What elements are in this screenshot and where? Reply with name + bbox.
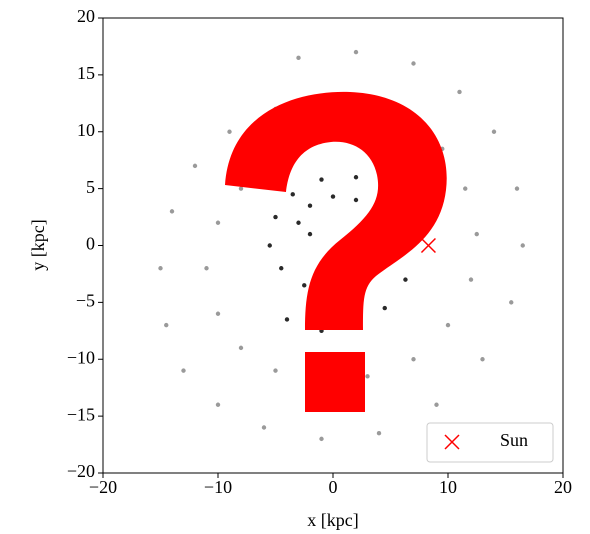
x-tick-label: −20 [89,477,117,497]
star-point [302,283,307,288]
question-mark [225,91,447,412]
star-point [434,402,439,407]
star-point [307,203,313,208]
star-point [279,266,284,271]
question-mark-dot [305,352,365,412]
star-point [520,243,525,248]
star-point [468,277,474,282]
y-tick-label: −15 [67,404,95,424]
star-point [261,425,267,430]
legend-label: Sun [500,430,528,450]
star-point [158,266,163,271]
star-point [445,322,451,328]
star-point [296,220,301,225]
star-point [319,436,324,442]
star-point [227,129,232,134]
star-point [353,197,359,203]
y-tick-label: 20 [77,6,95,26]
star-point [509,300,514,305]
y-tick-label: 10 [77,120,95,140]
y-tick-label: −20 [67,461,95,481]
legend: Sun [426,422,554,463]
star-point [284,317,290,322]
y-tick-label: 0 [86,234,95,254]
star-point [353,49,359,55]
star-point [215,311,221,316]
star-point [382,305,387,311]
star-point [319,177,324,182]
star-point [169,209,175,214]
star-point [192,163,198,169]
star-point [411,61,416,66]
question-mark-hook [225,91,447,330]
star-point [273,214,278,220]
x-tick-label: 20 [554,477,572,497]
star-point [330,194,336,199]
y-tick-label: 5 [86,177,95,197]
y-axis-label: y [kpc] [28,219,48,270]
star-point [164,322,169,328]
star-point [215,220,221,225]
star-point [491,129,497,134]
legend-item: Sun [444,430,528,450]
star-point [307,231,313,237]
legend-box [426,422,554,463]
legend-marker [444,434,460,450]
star-point [514,186,520,191]
y-tick-label: 15 [77,63,95,83]
star-point [480,357,485,362]
star-point [296,55,301,61]
x-tick-label: 0 [329,477,338,497]
star-point [204,266,209,271]
star-point [474,231,479,237]
y-tick-label: −10 [67,347,95,367]
star-point [238,186,244,191]
star-point [365,374,370,379]
star-point [353,175,359,180]
x-tick-label: 10 [439,477,457,497]
star-point [403,277,408,282]
y-tick-label: −5 [76,291,95,311]
star-point [457,89,462,95]
star-point [181,368,186,373]
star-point [376,430,382,436]
star-point [463,186,468,191]
sun-marker [420,237,436,254]
star-point [290,192,295,197]
star-point [215,402,221,407]
x-axis-label: x [kpc] [307,510,358,530]
star-point [267,243,272,248]
star-point [411,357,416,362]
star-point [238,345,244,351]
star-point [273,368,278,373]
x-tick-label: −10 [204,477,232,497]
